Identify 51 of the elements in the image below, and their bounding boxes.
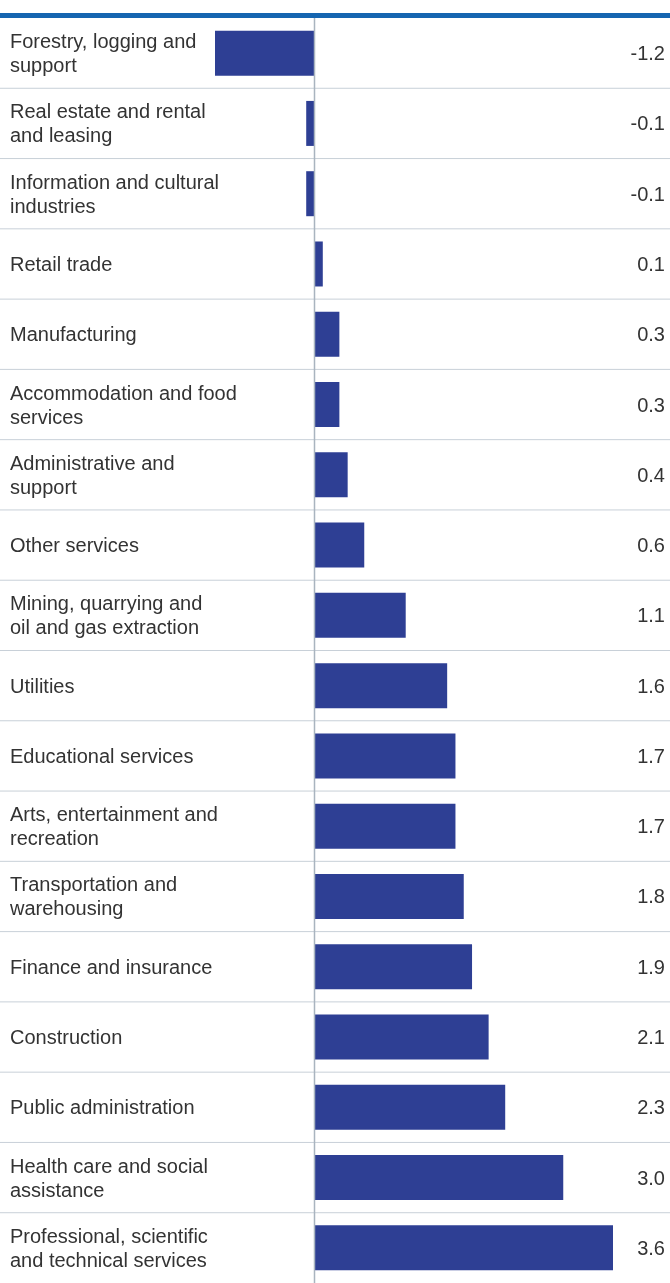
y-tick-label: Health care and social assistance bbox=[10, 1154, 208, 1201]
y-tick-label: Transportation and warehousing bbox=[9, 873, 178, 920]
bar bbox=[314, 1155, 564, 1201]
bar bbox=[314, 663, 448, 709]
y-tick-label: Professional, scientific and technical services bbox=[10, 1224, 208, 1271]
data-label: 3.0 bbox=[637, 1166, 665, 1189]
data-label: 3.6 bbox=[637, 1236, 665, 1259]
bar bbox=[314, 944, 473, 990]
bar bbox=[314, 452, 348, 498]
bar bbox=[314, 1084, 506, 1130]
data-label: 1.6 bbox=[637, 674, 665, 697]
bar bbox=[314, 311, 340, 357]
data-label: 1.7 bbox=[637, 744, 665, 767]
y-tick-label: Finance and insurance bbox=[10, 955, 213, 978]
data-label: 0.3 bbox=[637, 393, 665, 416]
data-label: 1.1 bbox=[637, 604, 665, 627]
bar bbox=[314, 522, 365, 568]
bar bbox=[314, 1225, 613, 1271]
data-label: -1.2 bbox=[630, 42, 665, 65]
data-label: -0.1 bbox=[630, 112, 665, 135]
data-label: 1.7 bbox=[637, 815, 665, 838]
y-tick-label: Mining, quarrying and oil and gas extraction bbox=[10, 592, 203, 639]
bar bbox=[215, 30, 315, 76]
y-tick-label: Educational services bbox=[10, 744, 194, 767]
data-label: 1.9 bbox=[637, 955, 665, 978]
y-tick-label: Accommodation and food services bbox=[10, 381, 237, 428]
y-tick-label: Other services bbox=[10, 534, 139, 557]
y-tick-label: Information and cultural industries bbox=[10, 170, 220, 217]
y-tick-label: Manufacturing bbox=[10, 323, 137, 346]
bar bbox=[314, 382, 340, 428]
bar bbox=[314, 733, 456, 779]
y-tick-label: Administrative and support bbox=[10, 451, 175, 498]
data-label: 2.1 bbox=[637, 1026, 665, 1049]
y-tick-label: Retail trade bbox=[10, 252, 113, 275]
data-label: 0.6 bbox=[637, 534, 665, 557]
bar bbox=[314, 873, 464, 919]
y-tick-label: Forestry, logging and support bbox=[10, 30, 197, 77]
y-tick-label: Public administration bbox=[10, 1096, 195, 1119]
y-tick-label: Real estate and rental and leasing bbox=[10, 100, 206, 147]
data-label: -0.1 bbox=[630, 182, 665, 205]
bar bbox=[314, 592, 406, 638]
y-tick-label: Utilities bbox=[10, 674, 75, 697]
data-label: 0.4 bbox=[637, 463, 665, 486]
data-label: 1.8 bbox=[637, 885, 665, 908]
data-label: 0.1 bbox=[637, 252, 665, 275]
data-label: 0.3 bbox=[637, 323, 665, 346]
y-tick-label: Construction bbox=[10, 1026, 123, 1049]
data-label: 2.3 bbox=[637, 1096, 665, 1119]
bar bbox=[314, 803, 456, 849]
y-tick-label: Arts, entertainment and recreation bbox=[10, 803, 218, 850]
bar bbox=[314, 1014, 489, 1060]
